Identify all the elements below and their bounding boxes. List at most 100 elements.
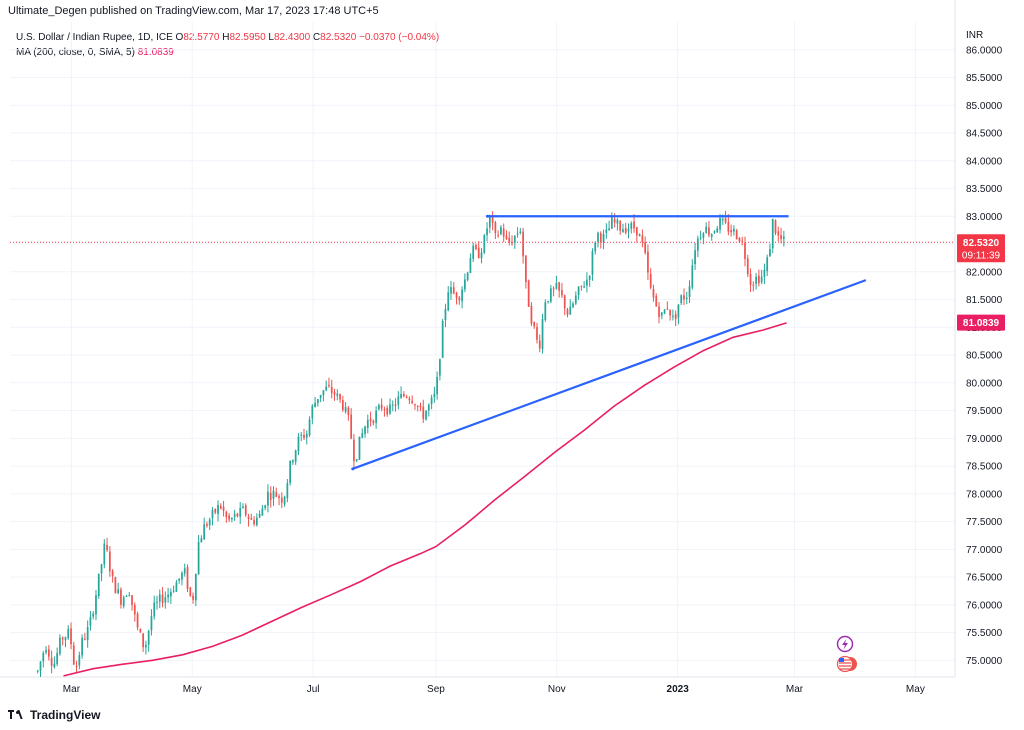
candle-body: [752, 284, 755, 286]
candle-body: [267, 491, 269, 506]
candle: [59, 634, 61, 656]
candle-body: [577, 286, 580, 295]
candle: [353, 433, 355, 469]
x-tick-label: 2023: [667, 684, 690, 695]
tradingview-footer: TradingView: [8, 708, 100, 722]
candle-body: [372, 420, 375, 423]
candle: [674, 310, 677, 327]
candle-body: [624, 228, 627, 233]
candle: [744, 236, 746, 267]
candle: [746, 254, 749, 278]
candle: [267, 484, 269, 513]
candle-body: [497, 234, 500, 236]
y-tick-label: 76.0000: [966, 600, 1003, 611]
candle: [447, 286, 450, 312]
candle-body: [705, 226, 708, 234]
high-label: H: [222, 32, 230, 43]
candle: [710, 233, 713, 241]
candle-body: [602, 234, 605, 242]
candle: [450, 280, 452, 300]
candle: [475, 243, 477, 251]
candle-body: [217, 504, 219, 514]
candle: [513, 235, 516, 249]
candle: [233, 509, 236, 521]
candle-body: [59, 637, 61, 654]
candle: [511, 235, 513, 246]
candle-body: [427, 404, 430, 411]
candle: [644, 236, 647, 255]
symbol-title[interactable]: U.S. Dollar / Indian Rupee, 1D, ICE: [16, 32, 173, 43]
candle-body: [72, 645, 75, 665]
y-tick-label: 80.0000: [966, 378, 1003, 389]
candle: [486, 222, 488, 242]
candle: [350, 408, 353, 440]
candle-body: [710, 234, 713, 237]
candle-body: [447, 292, 450, 311]
candle: [782, 230, 785, 247]
candle-body: [280, 497, 283, 503]
candle-body: [433, 393, 436, 398]
candle-body: [452, 287, 455, 294]
candle: [491, 211, 494, 231]
y-tick-label: 81.5000: [966, 295, 1003, 306]
candle: [294, 449, 297, 465]
candle-body: [683, 295, 685, 300]
candle-body: [608, 228, 610, 231]
candle: [497, 230, 500, 238]
candle-body: [133, 604, 136, 615]
candle-body: [153, 602, 156, 617]
candle: [203, 517, 206, 540]
candle: [242, 503, 244, 509]
candle-body: [674, 314, 677, 320]
candle-body: [380, 404, 383, 409]
candle: [552, 286, 555, 297]
candle: [178, 578, 181, 584]
candle: [125, 594, 128, 597]
lightning-icon: [836, 635, 854, 653]
candle: [186, 564, 189, 593]
candle: [380, 398, 383, 412]
candle: [660, 311, 663, 320]
candle: [97, 573, 100, 599]
candle-body: [488, 215, 491, 228]
candle-body: [666, 308, 669, 310]
candle-body: [208, 519, 211, 526]
candle-body: [483, 235, 486, 253]
candle: [752, 281, 755, 292]
candle-body: [719, 218, 721, 230]
candle: [488, 214, 491, 234]
candle: [158, 589, 161, 609]
ma-label[interactable]: MA (200, close, 0, SMA, 5): [16, 47, 135, 58]
currency-label: INR: [966, 30, 983, 41]
candle-body: [733, 228, 735, 232]
candle-body: [727, 221, 730, 232]
candle-body: [120, 589, 122, 605]
candle: [605, 223, 608, 239]
candle: [549, 284, 552, 304]
candle: [231, 517, 233, 523]
candle: [502, 223, 505, 243]
candle: [555, 275, 558, 290]
candle-body: [638, 234, 641, 237]
candle-body: [328, 384, 330, 387]
candle: [372, 419, 375, 426]
candle: [436, 371, 439, 400]
candle: [572, 301, 574, 309]
candle: [757, 269, 760, 287]
candle-body: [378, 405, 380, 410]
candle: [50, 650, 53, 674]
candle: [53, 656, 56, 669]
candle: [316, 399, 319, 407]
candle: [477, 241, 480, 259]
candle: [131, 595, 133, 611]
candle: [713, 230, 716, 234]
candle: [427, 403, 430, 417]
candle: [469, 253, 472, 274]
candle-body: [366, 420, 369, 428]
x-tick-label: Mar: [786, 684, 804, 695]
x-tick-label: May: [183, 684, 202, 695]
candle: [378, 403, 380, 411]
ma-badge-bg: [957, 314, 1005, 331]
candle: [136, 611, 139, 631]
